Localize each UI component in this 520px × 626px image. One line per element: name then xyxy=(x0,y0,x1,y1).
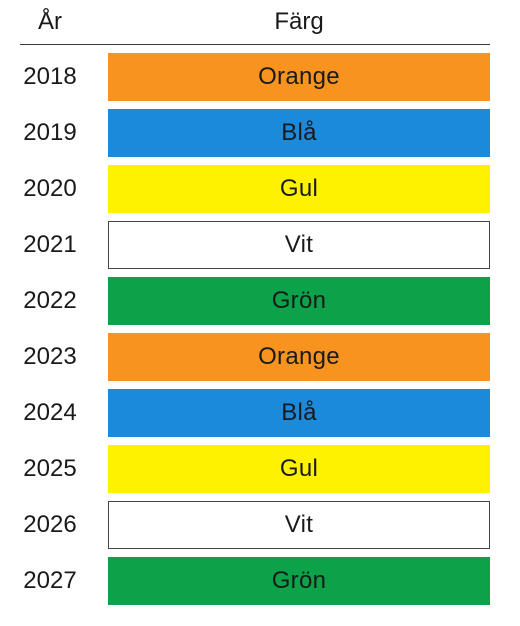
color-swatch-cell: Blå xyxy=(108,389,490,437)
table-body: 2018 Orange 2019 Blå 2020 Gul 2021 Vit 2022 Grön 2… xyxy=(20,53,490,613)
year-cell: 2024 xyxy=(23,399,77,426)
table-header: År Färg xyxy=(20,0,490,45)
color-swatch-cell: Vit xyxy=(108,501,490,549)
table-row: 2023 Orange xyxy=(20,333,490,389)
table-row: 2022 Grön xyxy=(20,277,490,333)
year-cell: 2023 xyxy=(23,343,77,370)
table-row: 2019 Blå xyxy=(20,109,490,165)
year-column-header: År xyxy=(38,8,62,35)
color-column-header: Färg xyxy=(274,8,324,35)
color-swatch-cell: Vit xyxy=(108,221,490,269)
year-cell: 2026 xyxy=(23,511,77,538)
table-row: 2021 Vit xyxy=(20,221,490,277)
table-row: 2025 Gul xyxy=(20,445,490,501)
year-cell: 2019 xyxy=(23,119,77,146)
year-color-table: År Färg 2018 Orange 2019 Blå 2020 Gul 2021 Vit 2… xyxy=(20,0,490,613)
color-swatch-cell: Grön xyxy=(108,557,490,605)
color-swatch-cell: Gul xyxy=(108,165,490,213)
year-cell: 2021 xyxy=(23,231,77,258)
table-row: 2020 Gul xyxy=(20,165,490,221)
year-cell: 2022 xyxy=(23,287,77,314)
year-cell: 2018 xyxy=(23,63,77,90)
table-row: 2024 Blå xyxy=(20,389,490,445)
year-cell: 2020 xyxy=(23,175,77,202)
color-swatch-cell: Orange xyxy=(108,53,490,101)
table-row: 2027 Grön xyxy=(20,557,490,613)
color-swatch-cell: Grön xyxy=(108,277,490,325)
year-cell: 2025 xyxy=(23,455,77,482)
color-swatch-cell: Blå xyxy=(108,109,490,157)
year-cell: 2027 xyxy=(23,567,77,594)
table-row: 2018 Orange xyxy=(20,53,490,109)
table-row: 2026 Vit xyxy=(20,501,490,557)
color-swatch-cell: Gul xyxy=(108,445,490,493)
color-swatch-cell: Orange xyxy=(108,333,490,381)
